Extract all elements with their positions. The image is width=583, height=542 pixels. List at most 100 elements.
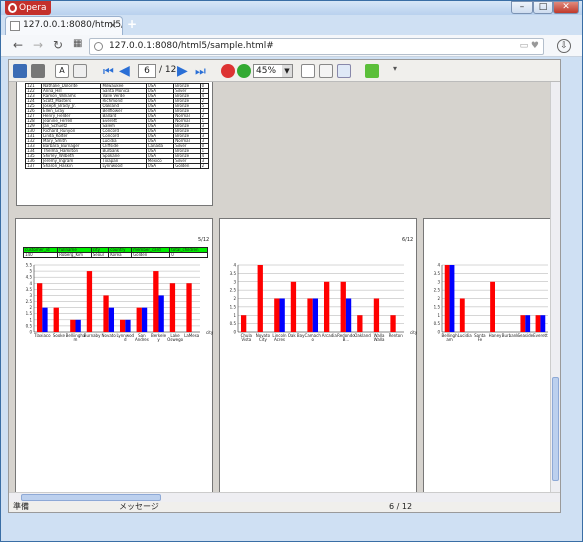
y-tick-label: 0 bbox=[437, 330, 440, 335]
toolbar-more-icon[interactable]: ▾ bbox=[393, 64, 398, 73]
bar bbox=[240, 315, 247, 332]
y-tick-label: 2.5 bbox=[434, 288, 441, 293]
table-row: 140 Roberg_Kim Seoul Korea Golden 0 bbox=[22, 252, 208, 258]
table-row: 122 Anna_Hill Santa Monica USA Silver 3 bbox=[24, 88, 210, 94]
x-axis-label: city bbox=[206, 330, 214, 335]
y-tick-label: 2.5 bbox=[26, 299, 33, 304]
download-icon[interactable]: ⇩ bbox=[557, 39, 571, 53]
next-page-icon[interactable]: ▶ bbox=[177, 63, 188, 79]
x-tick-label: Andres bbox=[135, 337, 149, 342]
minimize-button[interactable]: – bbox=[511, 1, 533, 14]
bookmark-heart-icon[interactable]: ▭ ♥ bbox=[519, 41, 539, 51]
text-icon[interactable]: A bbox=[55, 64, 69, 78]
bar bbox=[86, 271, 93, 332]
y-tick-label: 2 bbox=[437, 296, 440, 301]
bar bbox=[357, 315, 363, 332]
table-row: 133 Barbara_Burnager Cliffside Canada Silver… bbox=[24, 143, 210, 149]
data-table: 121 Nathalie_Dolorite Milwaukee USA Bronze 0 1… bbox=[24, 83, 210, 169]
opera-logo-icon bbox=[8, 3, 17, 13]
bar bbox=[186, 283, 192, 332]
y-tick-label: 0 bbox=[29, 330, 32, 335]
x-tick-label: Sooke bbox=[53, 333, 66, 338]
print-icon[interactable] bbox=[31, 64, 45, 78]
last-page-icon[interactable]: ⏭ bbox=[195, 64, 206, 78]
search-icon[interactable] bbox=[365, 64, 379, 78]
bar bbox=[108, 307, 115, 332]
address-bar[interactable]: 127.0.0.1:8080/html5/sample.html# ▭ ♥ bbox=[89, 38, 544, 55]
forward-icon[interactable]: → bbox=[33, 38, 44, 52]
two-page-icon[interactable] bbox=[319, 64, 333, 78]
table-cell: USA bbox=[145, 163, 175, 169]
x-tick-label: Lucidia bbox=[458, 333, 473, 338]
speed-dial-icon[interactable]: ▦ bbox=[73, 38, 83, 49]
status-bar: 準備 メッセージ 6 / 12 bbox=[9, 502, 560, 512]
back-icon[interactable]: ← bbox=[13, 38, 24, 52]
x-axis-label: city bbox=[410, 330, 418, 335]
maximize-button[interactable]: □ bbox=[533, 1, 553, 14]
x-tick-label: Burnaby bbox=[84, 333, 101, 338]
table-row: 126 Ellen_Gray Bellflower USA Bronze 3 bbox=[24, 108, 210, 114]
x-tick-label: B... bbox=[343, 337, 350, 342]
x-tick-label: y bbox=[157, 337, 160, 342]
zoom-out-icon[interactable] bbox=[221, 64, 235, 78]
export-icon[interactable] bbox=[73, 64, 87, 78]
x-tick-label: Everett bbox=[533, 333, 548, 338]
page-total: / 12 bbox=[159, 65, 177, 75]
zoom-in-icon[interactable] bbox=[237, 64, 251, 78]
page-number-input[interactable]: 6 bbox=[138, 64, 156, 78]
tab-close-icon[interactable]: × bbox=[108, 20, 117, 31]
bar bbox=[274, 298, 280, 332]
bar bbox=[158, 295, 164, 332]
single-page-icon[interactable] bbox=[301, 64, 315, 78]
table-cell: Korea bbox=[108, 252, 133, 258]
x-tick-label: Burbank bbox=[502, 333, 519, 338]
table-cell: 2 bbox=[199, 163, 210, 169]
bar bbox=[520, 315, 526, 332]
scroll-thumb[interactable] bbox=[21, 494, 161, 501]
y-tick-label: 3.5 bbox=[26, 287, 33, 292]
save-icon[interactable] bbox=[13, 64, 27, 78]
zoom-select[interactable]: 45% ▼ bbox=[253, 64, 293, 78]
bar bbox=[373, 298, 380, 332]
reload-icon[interactable]: ↻ bbox=[53, 38, 64, 52]
browser-tab[interactable]: 127.0.0.1:8080/html5/sample× bbox=[5, 16, 123, 35]
scroll-thumb[interactable] bbox=[552, 377, 559, 481]
opera-menu-button[interactable]: Opera bbox=[5, 1, 51, 15]
x-tick-label: m bbox=[74, 337, 78, 342]
x-tick-label: Santa bbox=[474, 333, 486, 338]
bar bbox=[459, 298, 465, 332]
y-tick-label: 1.5 bbox=[434, 304, 441, 309]
x-tick-label: Renton bbox=[389, 333, 404, 338]
new-tab-button[interactable]: + bbox=[127, 17, 138, 31]
bar bbox=[390, 315, 396, 332]
x-tick-label: Haney bbox=[489, 333, 502, 338]
table-row: 123 Ramon_Williams Valle Verde USA Bronze 4 bbox=[24, 93, 210, 99]
x-tick-label: Chula bbox=[241, 333, 253, 338]
page-icon bbox=[10, 21, 20, 31]
table-cell: Roberg_Kim bbox=[57, 252, 92, 258]
report-page-prev: 121 Nathalie_Dolorite Milwaukee USA Bronze 0 1… bbox=[16, 82, 213, 206]
fit-icon[interactable] bbox=[337, 64, 351, 78]
close-window-button[interactable]: ✕ bbox=[553, 1, 579, 14]
bar bbox=[345, 298, 352, 332]
table-cell: Lynnwood bbox=[100, 163, 147, 169]
prev-page-icon[interactable]: ◀ bbox=[119, 63, 130, 79]
tab-strip: 127.0.0.1:8080/html5/sample× + bbox=[1, 15, 582, 35]
x-tick-label: Bellingh bbox=[441, 333, 458, 338]
y-tick-label: 4 bbox=[29, 281, 32, 286]
first-page-icon[interactable]: ⏮ bbox=[103, 64, 114, 78]
bar bbox=[279, 298, 285, 332]
bar bbox=[136, 307, 142, 332]
y-tick-label: 2 bbox=[29, 305, 32, 310]
vertical-scrollbar[interactable] bbox=[550, 82, 560, 492]
bar bbox=[525, 315, 531, 332]
bar bbox=[290, 281, 297, 332]
y-tick-label: 2.5 bbox=[230, 288, 237, 293]
y-tick-label: 1 bbox=[233, 313, 236, 318]
bar bbox=[53, 307, 59, 332]
horizontal-scrollbar[interactable] bbox=[9, 492, 560, 502]
x-tick-label: Oak Bay bbox=[288, 333, 305, 338]
x-tick-label: Novato bbox=[256, 333, 271, 338]
